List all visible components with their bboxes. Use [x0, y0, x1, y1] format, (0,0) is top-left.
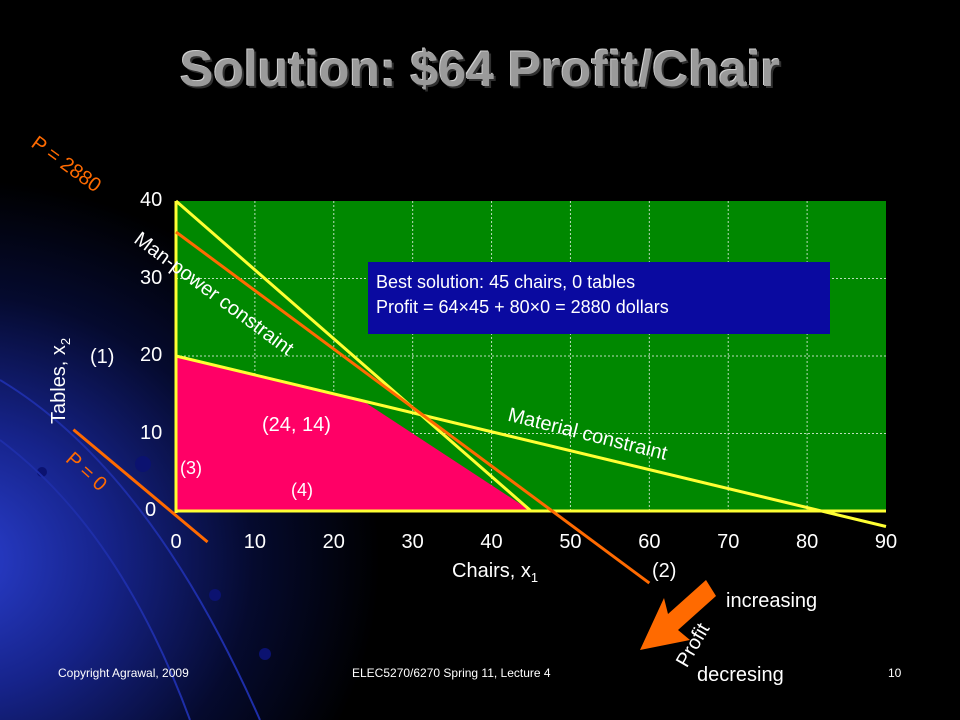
y-tick-label: 30	[140, 266, 163, 289]
profit-arrow	[640, 580, 716, 650]
best-solution-line1: Best solution: 45 chairs, 0 tables	[376, 272, 636, 292]
corner-point-label: (24, 14)	[262, 414, 331, 436]
x-axis-label-text: Chairs, x	[452, 560, 531, 582]
increasing-label: increasing	[726, 590, 818, 612]
y-tick-label: 20	[140, 344, 163, 366]
x-tick-label: 60	[638, 531, 661, 553]
background-dot	[135, 456, 151, 472]
profit-0-line	[72, 428, 209, 544]
x-tick-label: 90	[874, 531, 898, 553]
best-solution-line2: Profit = 64×45 + 80×0 = 2880 dollars	[376, 297, 669, 317]
y-tick-label: 10	[140, 421, 163, 444]
y-tick-label: 0	[145, 499, 157, 521]
x-axis-label-sub: 1	[530, 570, 539, 585]
constraint-2-label: (2)	[652, 560, 677, 582]
x-tick-label: 0	[170, 531, 182, 553]
footer-course: ELEC5270/6270 Spring 11, Lecture 4	[352, 666, 551, 680]
x-tick-label: 10	[243, 531, 266, 553]
x-tick-label: 70	[717, 531, 740, 553]
decreasing-label: decresing	[697, 664, 784, 686]
constraint-4-label: (4)	[291, 480, 313, 500]
manpower-constraint-line	[175, 199, 532, 513]
x-axis-label: Chairs, x1	[452, 560, 538, 585]
constraint-3-label: (3)	[180, 458, 202, 478]
y-axis-label-text: Tables, x	[48, 345, 70, 424]
feasible-region	[176, 356, 531, 511]
best-solution-box: Best solution: 45 chairs, 0 tables Profi…	[368, 262, 830, 334]
x-tick-label: 20	[322, 531, 345, 553]
y-axis-label: Tables, x2	[48, 338, 73, 424]
background-dot	[259, 648, 271, 660]
background-arc	[0, 439, 191, 720]
y-tick-label: 40	[140, 189, 163, 211]
x-tick-label: 80	[795, 531, 819, 553]
constraint-1-label: (1)	[90, 346, 115, 368]
x-tick-label: 50	[559, 531, 582, 553]
x-tick-label: 40	[480, 531, 503, 553]
slide-number: 10	[888, 666, 902, 680]
material-constraint-line	[175, 354, 887, 528]
y-axis-label-sub: 2	[58, 337, 73, 346]
footer-copyright: Copyright Agrawal, 2009	[58, 666, 189, 680]
slide-title: Solution: $64 Profit/Chair	[179, 41, 781, 97]
background-dot	[209, 589, 221, 601]
x-tick-label: 30	[401, 531, 424, 553]
background-arc	[0, 379, 261, 720]
profit-2880-line	[175, 230, 651, 585]
